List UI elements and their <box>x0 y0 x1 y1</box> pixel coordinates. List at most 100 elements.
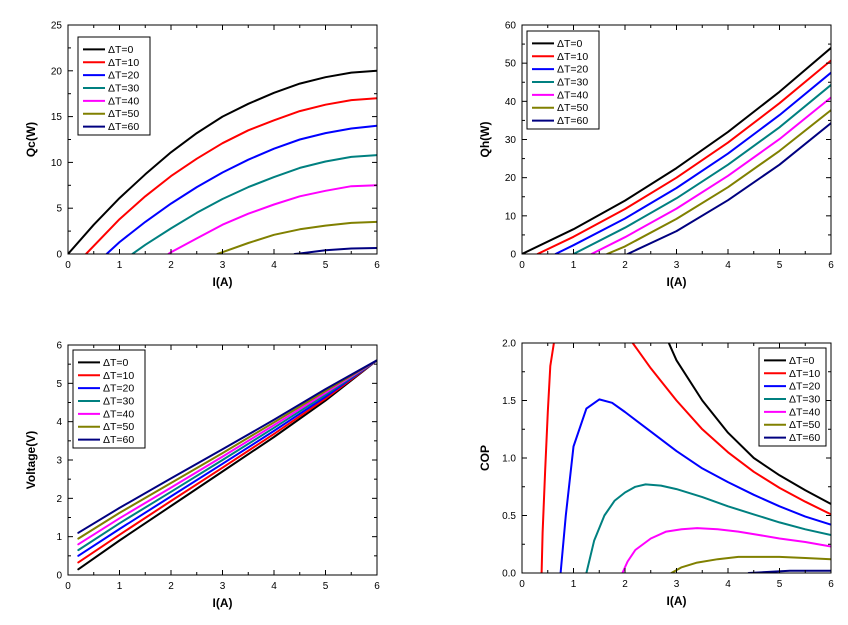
y-tick-label: 5 <box>56 204 62 215</box>
x-tick-label: 2 <box>622 260 628 271</box>
x-tick-label: 2 <box>168 581 174 592</box>
series-line-3 <box>131 154 377 254</box>
x-tick-label: 3 <box>220 260 226 271</box>
panel-voltage: 0 1 2 3 4 5 60123456I(A)Voltage(V)ΔT=0ΔT=10ΔT=… <box>24 341 380 611</box>
series-line-3 <box>572 83 831 254</box>
series-line-4 <box>167 184 377 254</box>
legend-label: ΔT=50 <box>103 421 134 433</box>
x-tick-label: 1 <box>117 581 123 592</box>
x-tick-label: 1 <box>571 260 577 271</box>
series-line-4 <box>590 96 831 254</box>
legend-label: ΔT=30 <box>557 77 588 89</box>
y-tick-label: 2 <box>56 494 62 505</box>
y-tick-label: 2.0 <box>502 339 516 350</box>
x-tick-label: 3 <box>674 260 680 271</box>
x-tick-label: 0 <box>65 581 71 592</box>
x-tick-label: 0 <box>65 260 71 271</box>
series-line-2 <box>554 71 831 254</box>
series-line-1 <box>540 343 555 573</box>
x-axis-label: I(A) <box>667 594 687 608</box>
x-tick-label: 5 <box>323 260 329 271</box>
legend-box <box>758 347 827 447</box>
y-tick-label: 0.5 <box>502 511 516 522</box>
x-tick-label: 5 <box>777 579 783 590</box>
legend-label: ΔT=30 <box>108 83 139 95</box>
y-tick-label: 20 <box>505 173 517 184</box>
x-tick-label: 4 <box>271 581 277 592</box>
series-line-1 <box>536 59 831 254</box>
legend-label: ΔT=10 <box>108 57 139 69</box>
y-tick-label: 0 <box>56 250 62 261</box>
series-line-2 <box>77 359 377 557</box>
legend-label: ΔT=50 <box>108 108 139 120</box>
legend-label: ΔT=60 <box>557 115 588 127</box>
panel-cop: 0 1 2 3 4 5 60.00.51.01.52.0I(A)COPΔT=0ΔT=10ΔT… <box>478 339 834 609</box>
x-tick-label: 2 <box>622 579 628 590</box>
x-axis-label: I(A) <box>667 275 687 289</box>
y-axis-label: COP <box>478 445 492 471</box>
legend-label: ΔT=40 <box>789 406 820 418</box>
y-tick-label: 1 <box>56 532 62 543</box>
legend-label: ΔT=60 <box>789 432 820 444</box>
series-line-5 <box>606 109 831 254</box>
y-tick-label: 0 <box>510 250 516 261</box>
y-tick-label: 5 <box>56 379 62 390</box>
y-tick-label: 15 <box>51 112 63 123</box>
series-line-4 <box>585 483 831 573</box>
legend-label: ΔT=60 <box>108 121 139 133</box>
legend-label: ΔT=40 <box>108 95 139 107</box>
series-line-4 <box>77 359 377 546</box>
x-tick-label: 4 <box>725 260 731 271</box>
series-line-5 <box>621 527 831 573</box>
x-tick-label: 0 <box>519 579 525 590</box>
legend-label: ΔT=60 <box>103 434 134 446</box>
legend-label: ΔT=50 <box>557 102 588 114</box>
y-tick-label: 60 <box>505 21 517 32</box>
y-tick-label: 1.5 <box>502 396 516 407</box>
y-tick-label: 6 <box>56 341 62 352</box>
series-line-6 <box>626 122 831 254</box>
series-line-0 <box>68 69 377 254</box>
legend-label: ΔT=40 <box>103 408 134 420</box>
legend-box <box>72 349 146 449</box>
series-line-6 <box>293 247 377 254</box>
x-tick-label: 3 <box>220 581 226 592</box>
y-tick-label: 25 <box>51 21 63 32</box>
x-tick-label: 6 <box>828 260 834 271</box>
series-group <box>540 343 831 573</box>
y-tick-label: 0 <box>56 571 62 582</box>
series-line-6 <box>77 359 377 534</box>
series-line-0 <box>522 46 831 254</box>
legend-label: ΔT=30 <box>789 394 820 406</box>
legend-label: ΔT=0 <box>557 38 583 50</box>
x-tick-label: 6 <box>374 581 380 592</box>
x-tick-label: 4 <box>271 260 277 271</box>
x-tick-label: 2 <box>168 260 174 271</box>
series-line-2 <box>631 343 831 516</box>
legend-label: ΔT=10 <box>557 51 588 63</box>
panel-qc: 0 1 2 3 4 5 6 0 5 10 15 20 25 I(A) Qc(W) ΔT=0ΔT=10ΔT=20… <box>24 21 380 290</box>
legend-box <box>77 36 151 136</box>
x-tick-label: 1 <box>117 260 123 271</box>
x-tick-label: 4 <box>725 579 731 590</box>
legend-label: ΔT=10 <box>103 370 134 382</box>
legend-label: ΔT=0 <box>103 357 129 369</box>
y-tick-label: 10 <box>505 211 517 222</box>
y-tick-label: 4 <box>56 417 62 428</box>
legend-label: ΔT=20 <box>103 383 134 395</box>
series-line-1 <box>85 97 377 254</box>
legend-label: ΔT=30 <box>103 396 134 408</box>
y-tick-label: 1.0 <box>502 454 516 465</box>
legend-label: ΔT=10 <box>789 368 820 380</box>
panel-qh: 0 1 2 3 4 5 60102030405060I(A)Qh(W)ΔT=0ΔT=10ΔT… <box>478 21 834 290</box>
series-line-3 <box>559 398 831 573</box>
y-axis-label: Qh(W) <box>478 122 492 158</box>
y-axis-label: Voltage(V) <box>24 431 38 489</box>
series-line-5 <box>77 359 377 540</box>
series-line-0 <box>77 359 377 571</box>
series-line-5 <box>216 220 377 254</box>
y-tick-label: 50 <box>505 59 517 70</box>
series-line-6 <box>670 555 831 573</box>
y-tick-label: 3 <box>56 456 62 467</box>
